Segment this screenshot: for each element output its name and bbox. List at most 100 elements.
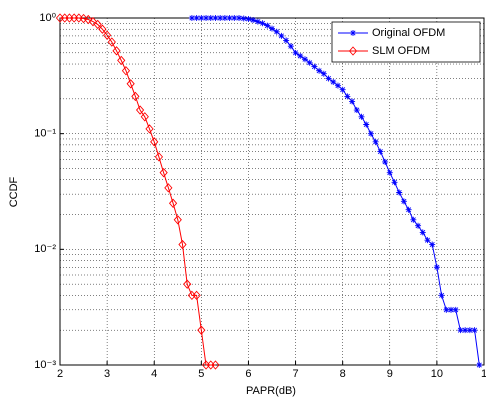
marker bbox=[150, 137, 159, 147]
marker bbox=[339, 86, 346, 93]
marker bbox=[79, 13, 88, 24]
marker bbox=[377, 148, 384, 155]
marker bbox=[476, 362, 483, 368]
marker bbox=[264, 22, 271, 29]
marker bbox=[154, 152, 164, 162]
marker bbox=[207, 15, 214, 21]
marker bbox=[173, 215, 182, 225]
marker bbox=[198, 15, 205, 21]
marker bbox=[367, 130, 374, 137]
legend-label: Original OFDM bbox=[372, 27, 445, 39]
marker bbox=[117, 55, 126, 66]
marker bbox=[121, 66, 131, 76]
marker bbox=[84, 14, 93, 25]
marker bbox=[405, 206, 412, 213]
marker bbox=[250, 17, 257, 24]
marker bbox=[438, 292, 445, 299]
marker bbox=[178, 239, 187, 250]
marker bbox=[217, 15, 224, 21]
marker bbox=[396, 189, 403, 196]
marker bbox=[334, 82, 341, 89]
marker bbox=[183, 279, 192, 289]
y-axis-label: CCDF bbox=[8, 176, 20, 207]
marker bbox=[193, 15, 200, 21]
y-tick-label: 10⁻¹ bbox=[34, 128, 56, 140]
marker bbox=[236, 15, 243, 21]
legend: Original OFDM SLM OFDM bbox=[331, 21, 481, 63]
x-tick-label: 3 bbox=[104, 368, 110, 380]
marker bbox=[254, 18, 261, 25]
marker bbox=[433, 264, 440, 271]
marker bbox=[311, 63, 318, 70]
marker bbox=[259, 20, 266, 27]
marker bbox=[325, 75, 332, 82]
marker bbox=[344, 93, 351, 100]
marker bbox=[400, 198, 407, 205]
x-tick-label: 8 bbox=[340, 368, 346, 380]
marker bbox=[462, 327, 469, 334]
x-tick-label: 1 bbox=[481, 368, 486, 380]
marker bbox=[269, 25, 275, 32]
marker bbox=[168, 198, 178, 208]
x-tick-label: 4 bbox=[151, 368, 157, 380]
legend-box bbox=[331, 21, 481, 63]
marker bbox=[410, 216, 417, 223]
marker bbox=[273, 28, 280, 35]
marker bbox=[391, 179, 398, 186]
marker bbox=[135, 105, 145, 115]
y-tick-label: 10⁰ bbox=[39, 12, 56, 24]
marker bbox=[382, 158, 389, 165]
marker bbox=[429, 241, 436, 248]
x-tick-label: 10 bbox=[431, 368, 443, 380]
y-tick-label: 10⁻³ bbox=[34, 359, 56, 371]
marker bbox=[457, 327, 464, 334]
x-tick-label: 2 bbox=[57, 368, 63, 380]
marker bbox=[316, 67, 323, 74]
marker bbox=[140, 112, 149, 122]
marker bbox=[306, 59, 313, 66]
legend-label: SLM OFDM bbox=[372, 45, 430, 57]
marker bbox=[131, 91, 140, 102]
marker bbox=[188, 15, 195, 21]
series-line bbox=[60, 17, 216, 366]
marker bbox=[297, 52, 304, 59]
marker bbox=[278, 32, 285, 39]
marker bbox=[353, 107, 360, 114]
marker bbox=[287, 43, 294, 50]
marker bbox=[452, 306, 459, 313]
marker bbox=[164, 183, 173, 193]
marker bbox=[103, 30, 112, 40]
x-tick-label: 5 bbox=[198, 368, 204, 380]
marker bbox=[348, 46, 358, 56]
marker bbox=[471, 327, 478, 334]
x-tick-label: 7 bbox=[292, 368, 298, 380]
marker bbox=[301, 56, 308, 63]
marker bbox=[245, 16, 252, 23]
marker bbox=[466, 327, 473, 334]
marker bbox=[231, 15, 238, 21]
marker bbox=[203, 15, 210, 21]
marker bbox=[443, 306, 450, 313]
marker bbox=[240, 15, 247, 22]
marker bbox=[197, 325, 206, 335]
marker bbox=[283, 37, 290, 44]
marker bbox=[386, 169, 393, 176]
marker bbox=[145, 124, 154, 134]
marker bbox=[363, 121, 370, 128]
marker bbox=[350, 30, 356, 36]
marker bbox=[349, 98, 356, 105]
marker bbox=[415, 222, 422, 229]
marker bbox=[192, 290, 201, 301]
marker bbox=[358, 113, 365, 120]
marker bbox=[320, 70, 327, 77]
marker bbox=[419, 229, 426, 236]
marker bbox=[372, 138, 379, 145]
x-axis-label: PAPR(dB) bbox=[246, 385, 296, 397]
marker bbox=[226, 15, 233, 21]
x-tick-label: 9 bbox=[387, 368, 393, 380]
marker bbox=[159, 167, 168, 178]
marker bbox=[212, 15, 219, 21]
x-tick-label: 6 bbox=[245, 368, 251, 380]
